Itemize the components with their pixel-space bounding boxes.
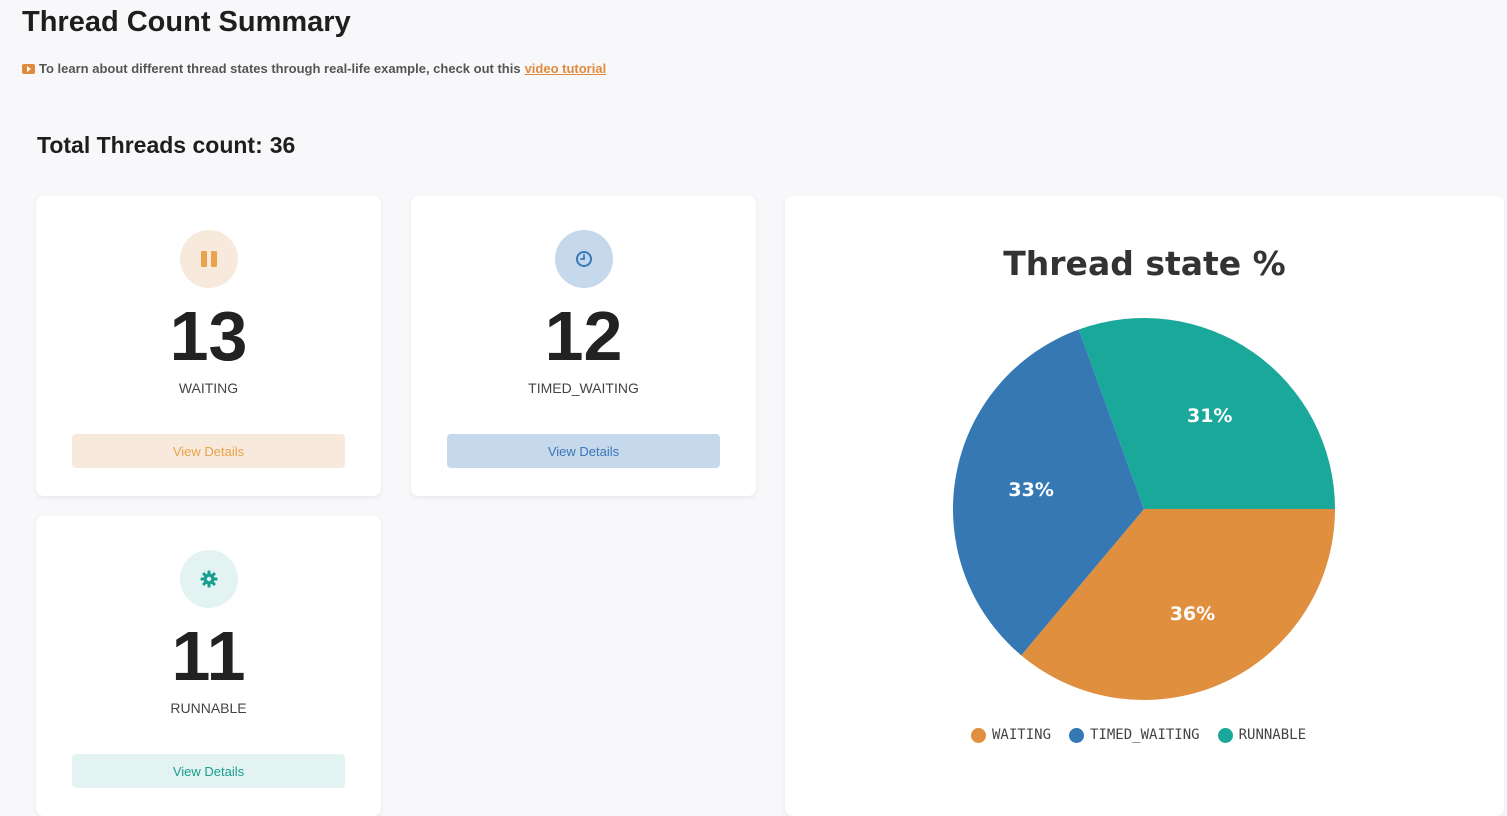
pie-label-timed-waiting: 33% <box>1008 479 1053 501</box>
chart-title: Thread state % <box>1003 244 1286 283</box>
pie-label-runnable: 31% <box>1187 405 1232 427</box>
pie-slice-waiting <box>1021 509 1335 700</box>
legend-dot-runnable <box>1217 727 1233 743</box>
timed-waiting-icon-circle <box>555 230 613 288</box>
tutorial-notice: To learn about different thread states t… <box>22 60 606 77</box>
legend-dot-waiting <box>971 727 986 743</box>
waiting-label: WAITING <box>178 380 239 396</box>
chart-legend: WAITING TIMED_WAITING RUNNABLE <box>971 727 1324 743</box>
pie-label-waiting: 36% <box>1170 603 1215 625</box>
pie-slice-timed-waiting <box>953 329 1144 656</box>
total-threads-label: Total Threads count: <box>37 132 263 158</box>
legend-label-timed-waiting: TIMED_WAITING <box>1090 727 1200 743</box>
youtube-play-icon <box>22 63 35 74</box>
total-threads-value: 36 <box>269 132 296 158</box>
clock-icon <box>576 251 592 267</box>
runnable-card: 11 RUNNABLE View Details <box>36 516 381 816</box>
runnable-icon-circle <box>180 550 238 608</box>
pie-slice-runnable <box>1078 318 1335 509</box>
runnable-view-details-button[interactable]: View Details <box>72 754 345 788</box>
waiting-count: 13 <box>169 297 248 375</box>
legend-item-timed-waiting[interactable]: TIMED_WAITING <box>1069 727 1200 743</box>
video-tutorial-link[interactable]: video tutorial <box>524 61 607 76</box>
pause-icon <box>201 251 217 267</box>
tutorial-text: To learn about different thread states t… <box>39 61 521 76</box>
timed-waiting-card: 12 TIMED_WAITING View Details <box>411 196 756 496</box>
legend-dot-timed-waiting <box>1069 727 1085 743</box>
pie-chart: 36% 33% 31% <box>953 318 1335 700</box>
legend-item-runnable[interactable]: RUNNABLE <box>1217 727 1307 743</box>
waiting-card: 13 WAITING View Details <box>36 196 381 496</box>
gear-icon <box>200 570 218 588</box>
thread-state-chart-card: Thread state % 36% 33% 31% WAITING TIMED_WA… <box>785 196 1504 816</box>
waiting-icon-circle <box>180 230 238 288</box>
legend-label-runnable: RUNNABLE <box>1238 727 1307 743</box>
total-threads: Total Threads count: 36 <box>37 130 295 160</box>
page-title: Thread Count Summary <box>22 6 351 38</box>
timed-waiting-label: TIMED_WAITING <box>528 380 639 396</box>
timed-waiting-view-details-button[interactable]: View Details <box>447 434 720 468</box>
runnable-label: RUNNABLE <box>170 700 247 716</box>
waiting-view-details-button[interactable]: View Details <box>72 434 345 468</box>
legend-label-waiting: WAITING <box>992 727 1052 743</box>
timed-waiting-count: 12 <box>544 297 623 375</box>
legend-item-waiting[interactable]: WAITING <box>971 727 1051 743</box>
runnable-count: 11 <box>171 617 246 695</box>
